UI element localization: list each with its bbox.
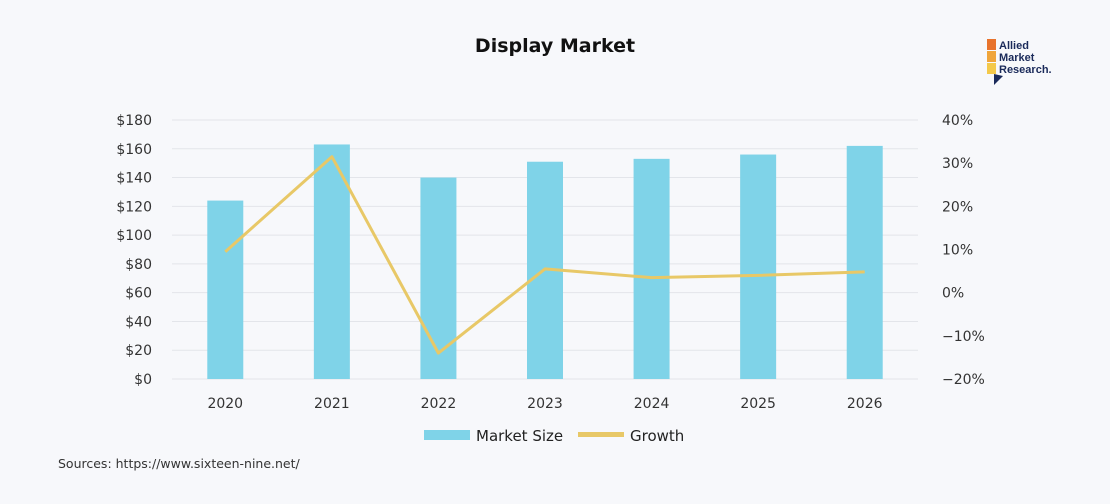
x-axis-ticks: 2020 2021 2022 2023 2024 2025 2026	[207, 396, 882, 412]
left-tick-label: $60	[125, 286, 152, 302]
left-tick-label: $180	[116, 113, 152, 129]
bar-market-size[interactable]	[846, 145, 883, 379]
left-tick-label: $40	[125, 314, 152, 330]
logo-square-yellow	[987, 63, 996, 74]
x-tick-label: 2026	[847, 396, 883, 412]
bar-market-size[interactable]	[207, 200, 244, 379]
x-tick-label: 2025	[740, 396, 776, 412]
right-tick-label: 40%	[942, 113, 973, 129]
legend-swatch-market-size	[424, 430, 470, 440]
bar-market-size[interactable]	[633, 158, 670, 379]
x-tick-label: 2022	[421, 396, 457, 412]
right-tick-label: 10%	[942, 243, 973, 259]
left-axis-ticks: $0 $20 $40 $60 $80 $100 $120 $140 $160 $180	[116, 113, 152, 388]
right-tick-label: −10%	[942, 329, 985, 345]
legend-item-growth[interactable]: Growth	[578, 427, 684, 445]
right-tick-label: 0%	[942, 286, 964, 302]
right-tick-label: −20%	[942, 372, 985, 388]
legend-item-market-size[interactable]: Market Size	[424, 427, 563, 445]
bar-market-size[interactable]	[420, 177, 457, 379]
left-tick-label: $80	[125, 257, 152, 273]
bar-series-market-size	[207, 144, 883, 379]
right-axis-ticks: −20% −10% 0% 10% 20% 30% 40%	[942, 113, 985, 388]
legend-label-growth: Growth	[630, 427, 684, 445]
bar-market-size[interactable]	[740, 154, 777, 379]
growth-line[interactable]	[224, 155, 865, 355]
allied-market-research-logo[interactable]: Allied Market Research.	[987, 39, 1052, 85]
chart-title: Display Market	[475, 35, 635, 57]
left-tick-label: $100	[116, 228, 152, 244]
logo-square-amber	[987, 51, 996, 62]
x-tick-label: 2024	[634, 396, 670, 412]
x-tick-label: 2021	[314, 396, 350, 412]
legend: Market Size Growth	[424, 427, 684, 445]
left-tick-label: $120	[116, 199, 152, 215]
bar-market-size[interactable]	[313, 144, 350, 379]
line-series-growth	[224, 155, 865, 355]
logo-text-research: Research.	[999, 64, 1052, 76]
logo-speech-tail-icon	[994, 74, 1003, 85]
source-note: Sources: https://www.sixteen-nine.net/	[58, 456, 301, 471]
x-tick-label: 2023	[527, 396, 563, 412]
left-tick-label: $20	[125, 343, 152, 359]
logo-text-market: Market	[999, 52, 1035, 64]
logo-square-orange	[987, 39, 996, 50]
x-tick-label: 2020	[207, 396, 243, 412]
logo-text-allied: Allied	[999, 40, 1029, 52]
legend-label-market-size: Market Size	[476, 427, 563, 445]
right-tick-label: 20%	[942, 199, 973, 215]
left-tick-label: $160	[116, 142, 152, 158]
left-tick-label: $0	[134, 372, 152, 388]
right-tick-label: 30%	[942, 156, 973, 172]
legend-swatch-growth	[578, 432, 624, 437]
left-tick-label: $140	[116, 171, 152, 187]
